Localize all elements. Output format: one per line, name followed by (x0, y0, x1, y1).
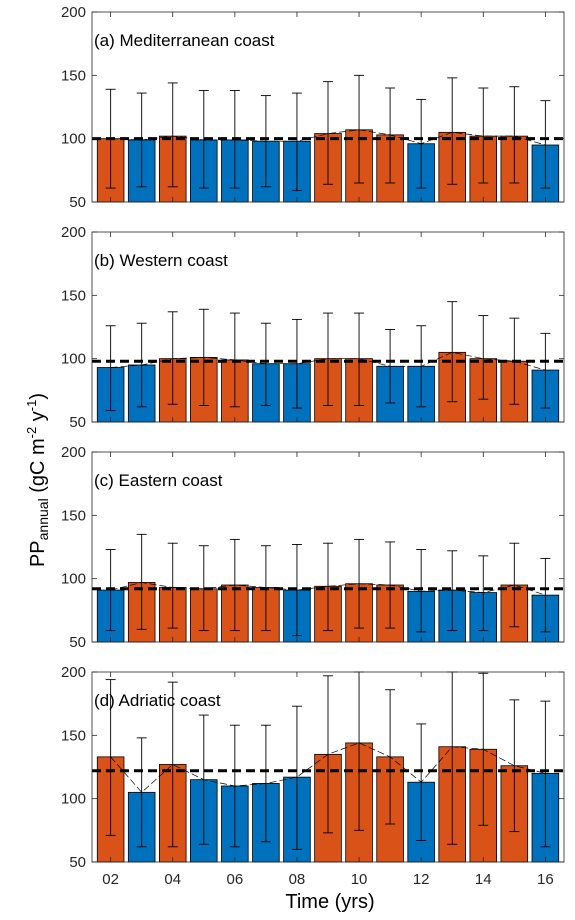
panel-frame (91, 451, 565, 643)
panel-a: 50 100 150 200 (a) Mediterranean coast (61, 4, 565, 211)
x-tick-label: 06 (226, 871, 243, 888)
x-tick-label: 12 (413, 871, 430, 888)
y-tick-label: 150 (61, 67, 86, 84)
y-tick-label: 100 (61, 791, 86, 808)
y-axis-label: PPannual (gC m-2 y-1) (24, 393, 51, 567)
panel-frame (91, 231, 565, 423)
x-axis-label: Time (yrs) (285, 891, 374, 913)
panel-d: 50 100 150 200 (d) Adriatic coast (61, 664, 565, 871)
panel-frame (91, 11, 565, 203)
y-tick-label: 200 (61, 664, 86, 681)
y-axis-label-main: PP (27, 540, 49, 567)
y-tick-label: 100 (61, 351, 86, 368)
panel-frame (91, 671, 565, 863)
y-axis-label-close: ) (27, 393, 49, 400)
y-tick-label: 50 (69, 414, 86, 431)
y-tick-label: 50 (69, 634, 86, 651)
y-tick-label: 150 (61, 727, 86, 744)
y-tick-label: 200 (61, 224, 86, 241)
panel-title: (b) Western coast (94, 251, 228, 270)
y-axis-label-unit-b: y (27, 411, 49, 427)
x-tick-label: 04 (164, 871, 181, 888)
x-tick-label: 02 (102, 871, 119, 888)
y-axis-label-exponent-a: -2 (24, 427, 39, 439)
x-tick-label: 16 (537, 871, 554, 888)
y-axis-label-subscript: annual (35, 498, 51, 540)
panel-title: (a) Mediterranean coast (94, 31, 275, 50)
y-tick-label: 100 (61, 571, 86, 588)
y-tick-label: 100 (61, 131, 86, 148)
y-tick-label: 50 (69, 854, 86, 871)
y-tick-label: 200 (61, 4, 86, 21)
y-axis-label-exponent-b: -1 (24, 400, 39, 412)
y-axis-label-unit-a: (gC m (27, 438, 49, 498)
x-tick-label: 08 (289, 871, 306, 888)
y-tick-label: 200 (61, 444, 86, 461)
panel-c: 50 100 150 200 (c) Eastern coast (61, 444, 565, 651)
panel-b: 50 100 150 200 (b) Western coast (61, 224, 565, 431)
panel-title: (c) Eastern coast (94, 471, 223, 490)
series-line (110, 351, 546, 371)
y-tick-label: 50 (69, 194, 86, 211)
x-tick-label: 14 (475, 871, 492, 888)
y-tick-label: 150 (61, 507, 86, 524)
panel-title: (d) Adriatic coast (94, 691, 221, 710)
x-tick-label: 10 (351, 871, 368, 888)
y-tick-label: 150 (61, 287, 86, 304)
